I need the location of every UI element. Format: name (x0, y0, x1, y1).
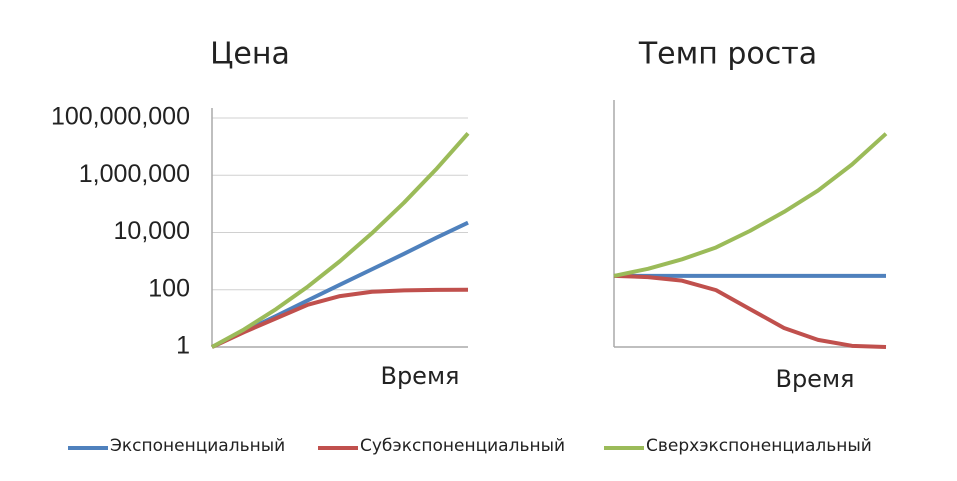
y-tick-label: 100,000,000 (51, 103, 190, 131)
series-line (613, 132, 888, 278)
series-line (613, 273, 887, 349)
chart-title: Темп роста (638, 37, 817, 72)
legend-label: Экспоненциальный (110, 436, 285, 456)
y-tick-label: 1,000,000 (79, 160, 190, 188)
y-tick-label: 100 (148, 274, 190, 302)
legend-label: Сверхэкспоненциальный (646, 436, 872, 456)
series-line (211, 132, 470, 349)
x-axis-label: Время (775, 365, 854, 393)
series-line (211, 287, 469, 349)
legend-label: Субэкспоненциальный (360, 436, 565, 456)
y-tick-label: 1 (176, 332, 190, 360)
chart-title: Цена (210, 37, 290, 72)
x-axis-label: Время (380, 362, 459, 390)
y-tick-label: 10,000 (114, 217, 190, 245)
